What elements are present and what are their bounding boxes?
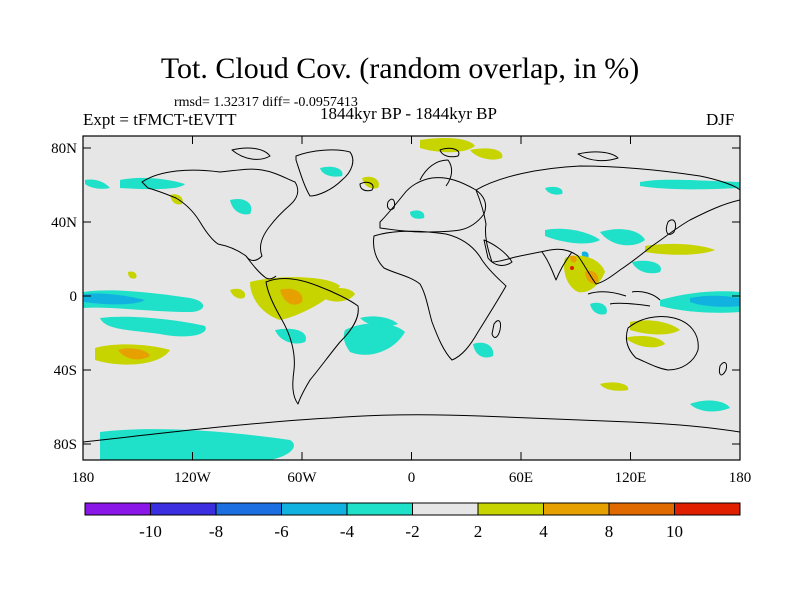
coast-africa bbox=[373, 230, 507, 361]
stronger-negative-anomalies bbox=[84, 251, 740, 307]
coast-japan bbox=[665, 219, 677, 235]
anomaly-fields bbox=[83, 138, 740, 460]
period-label: 1844kyr BP - 1844kyr BP bbox=[320, 104, 497, 123]
colorbar-label: -4 bbox=[340, 522, 355, 541]
colorbar-swatch bbox=[150, 502, 217, 516]
colorbar-swatch bbox=[84, 502, 151, 516]
stronger-positive-anomalies bbox=[118, 255, 599, 360]
map-background bbox=[83, 136, 740, 460]
colorbar-swatch bbox=[608, 502, 675, 516]
coast-indonesia bbox=[587, 291, 661, 307]
coast-india bbox=[541, 251, 573, 281]
lon-label: 180 bbox=[72, 470, 95, 486]
coast-greenland bbox=[295, 149, 354, 197]
colorbar-label: -2 bbox=[405, 522, 419, 541]
colorbar-swatch bbox=[215, 502, 282, 516]
colorbar-label: 4 bbox=[539, 522, 548, 541]
lat-label: 80N bbox=[51, 141, 77, 157]
lat-label: 40S bbox=[54, 363, 77, 379]
lon-label: 120E bbox=[615, 470, 647, 486]
map-axes: 80N 40N 0 40S 80S 180 120W 60W 0 60E 120E 180 bbox=[51, 136, 751, 486]
negative-anomalies bbox=[83, 166, 740, 460]
stats-line: rmsd= 1.32317 diff= -0.0957413 bbox=[174, 95, 358, 110]
colorbar-label: -6 bbox=[274, 522, 288, 541]
coastlines bbox=[83, 147, 740, 443]
colorbar-swatch bbox=[412, 502, 479, 516]
coast-australia bbox=[625, 315, 699, 371]
colorbar-swatch bbox=[477, 502, 544, 516]
season-label: DJF bbox=[706, 110, 735, 129]
coast-antarctica bbox=[83, 414, 740, 443]
lon-label: 120W bbox=[174, 470, 212, 486]
plot-title: Tot. Cloud Cov. (random overlap, in %) bbox=[160, 52, 640, 85]
coast-asia bbox=[475, 165, 740, 285]
coast-central-america bbox=[245, 255, 277, 280]
lat-label: 40N bbox=[51, 215, 77, 231]
coast-madagascar bbox=[491, 320, 501, 338]
coast-arabia bbox=[483, 239, 513, 266]
colorbar-swatch bbox=[674, 502, 741, 516]
lon-label: 180 bbox=[729, 470, 752, 486]
lat-label: 80S bbox=[54, 437, 77, 453]
colorbar-swatch bbox=[281, 502, 348, 516]
colorbar-label: -10 bbox=[139, 522, 162, 541]
coast-south-america bbox=[265, 278, 359, 405]
colorbar-label: -8 bbox=[209, 522, 223, 541]
experiment-label: Expt = tFMCT-tEVTT bbox=[83, 110, 237, 129]
coast-scandinavia bbox=[419, 159, 453, 187]
coast-uk bbox=[359, 181, 395, 211]
colorbar-swatch bbox=[346, 502, 413, 516]
colorbar-label: 2 bbox=[474, 522, 483, 541]
coast-north-america bbox=[141, 168, 299, 261]
lon-label: 0 bbox=[408, 470, 416, 486]
lon-label: 60E bbox=[509, 470, 533, 486]
lat-label: 0 bbox=[70, 289, 78, 305]
lon-label: 60W bbox=[287, 470, 317, 486]
colorbar: -10 -8 -6 -4 -2 2 4 8 10 bbox=[84, 502, 741, 541]
colorbar-label: 10 bbox=[666, 522, 683, 541]
colorbar-label: 8 bbox=[605, 522, 614, 541]
colorbar-swatch bbox=[543, 502, 610, 516]
coast-new-zealand bbox=[719, 362, 727, 376]
coast-arctic-islands bbox=[231, 147, 619, 162]
